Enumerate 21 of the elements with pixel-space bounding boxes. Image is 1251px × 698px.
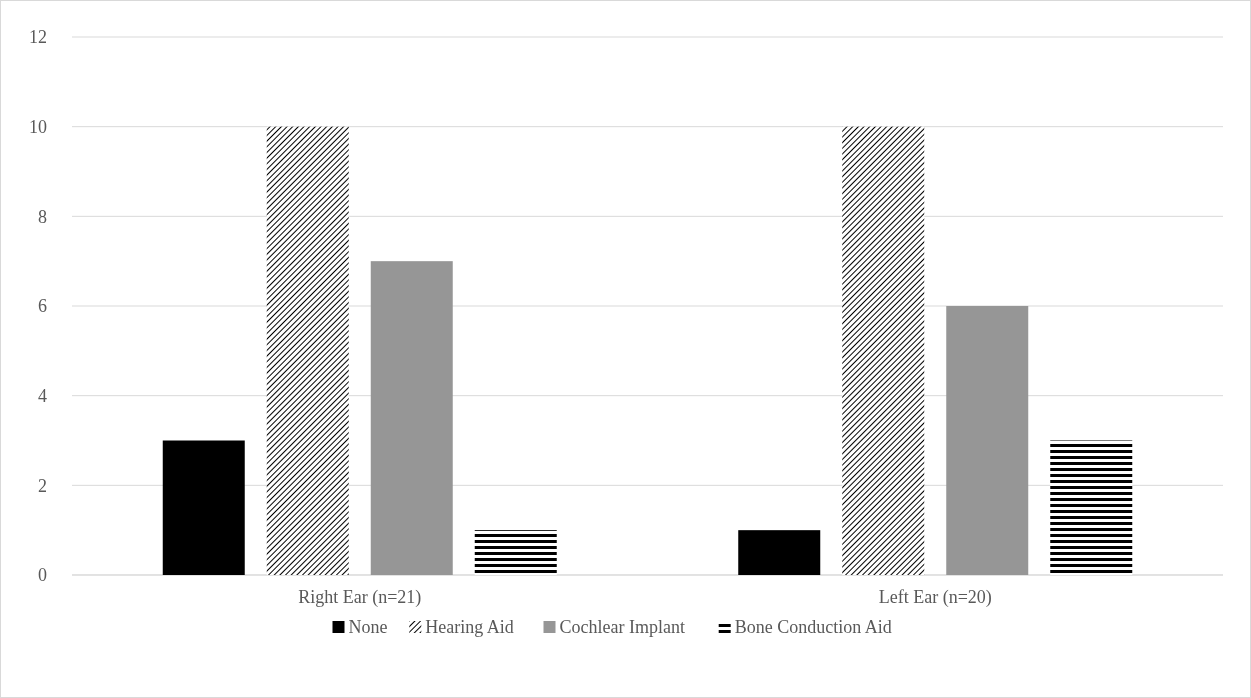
x-tick-label: Right Ear (n=21) <box>298 587 422 608</box>
legend-label: Cochlear Implant <box>559 617 685 638</box>
y-tick-label: 10 <box>29 116 47 137</box>
bar <box>738 530 821 575</box>
bar <box>370 261 453 575</box>
bar <box>474 530 557 575</box>
y-tick-label: 12 <box>29 27 47 48</box>
bar <box>266 126 349 575</box>
y-tick-label: 0 <box>38 565 47 586</box>
y-tick-label: 8 <box>38 206 47 227</box>
bar <box>1050 440 1133 575</box>
bar <box>162 440 245 575</box>
y-tick-label: 6 <box>38 296 47 317</box>
x-tick-label: Left Ear (n=20) <box>878 587 992 608</box>
legend-label: None <box>348 617 388 638</box>
legend-label: Bone Conduction Aid <box>734 617 892 638</box>
y-tick-label: 4 <box>38 385 47 406</box>
bar <box>946 306 1029 575</box>
bar <box>842 126 925 575</box>
y-tick-label: 2 <box>38 475 47 496</box>
legend-label: Hearing Aid <box>425 617 514 638</box>
